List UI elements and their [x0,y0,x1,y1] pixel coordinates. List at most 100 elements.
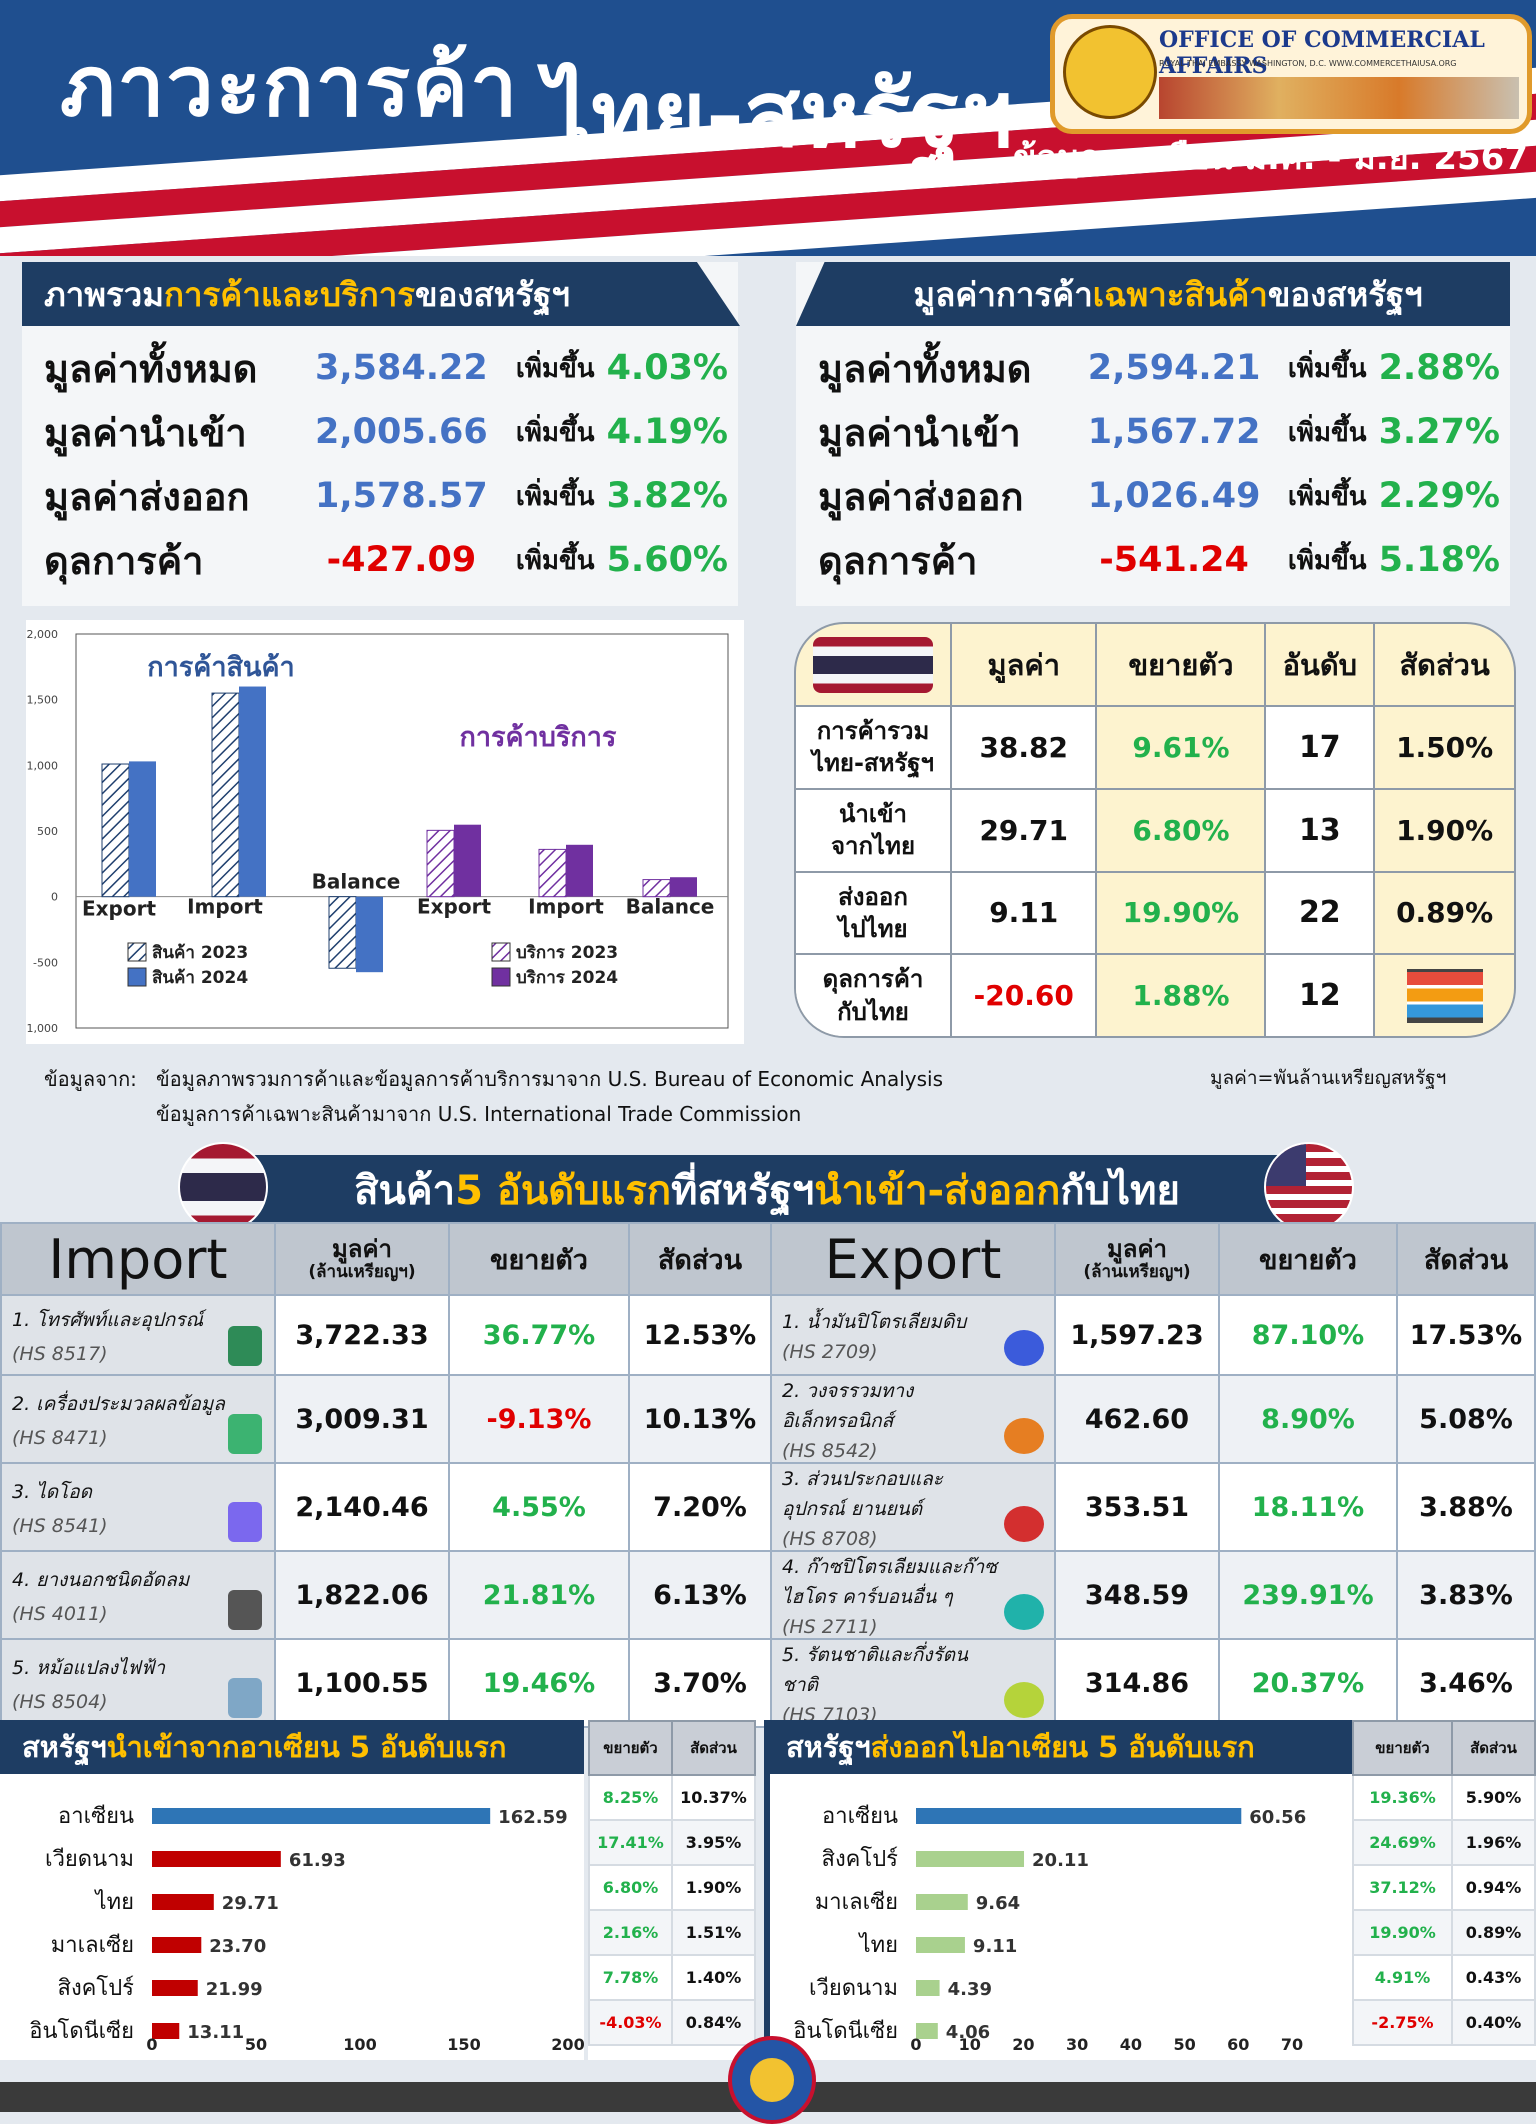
data-label: 61.93 [289,1850,346,1871]
table-header: อันดับ [1264,624,1376,707]
import-value: 3,722.33 [274,1294,450,1376]
rank-cell: 22 [1264,870,1376,956]
summary-percent: 2.29% [1378,476,1500,516]
top5-heading: สินค้า 5 อันดับแรก ที่สหรัฐฯ นำเข้า-ส่งอ… [244,1155,1290,1225]
summary-percent: 4.19% [606,412,729,452]
table-row: 4. ยางนอกชนิดอัดลม (HS 4011) 1,822.06 21.81… [0,1550,1536,1640]
gas-flask-icon [1004,1594,1044,1630]
col-value-header: มูลค่า (ล้านเหรียญฯ) [274,1222,450,1296]
growth-cell: -2.75% [1351,1999,1454,2046]
summary-percent: 2.88% [1378,348,1500,388]
table-row: -4.03% 0.84% [588,1999,756,2046]
export-share: 17.53% [1396,1294,1536,1376]
category-label: มาเลเซีย [815,1890,898,1915]
category-label: ไทย [858,1932,898,1958]
table-header: สัดส่วน [1373,624,1514,707]
source-line1: ข้อมูลภาพรวมการค้าและข้อมูลการค้าบริการม… [156,1067,944,1091]
export-growth: 8.90% [1218,1374,1398,1464]
usa-flag-icon [1264,1142,1354,1232]
summary-value: 2,005.66 [315,412,488,452]
circuit-board-icon [228,1414,262,1454]
table-row: 24.69% 1.96% [1351,1819,1536,1866]
share-cell: 0.40% [1451,1999,1536,2046]
x-tick-label: 0 [146,2035,157,2054]
data-label: 60.56 [1249,1807,1306,1828]
y-tick-label: 2,000 [27,628,59,641]
thailand-trade-table: มูลค่า ขยายตัว อันดับ สัดส่วน การค้ารวม ไทย-ส… [794,622,1516,1038]
growth-cell: 19.36% [1351,1774,1454,1821]
asean-export-panel: สหรัฐฯ ส่งออกไปอาเซียน 5 อันดับแรก อาเซี… [764,1720,1352,2060]
export-value: 462.60 [1054,1374,1220,1464]
asean-import-heading: สหรัฐฯ นำเข้าจากอาเซียน 5 อันดับแรก [0,1720,584,1774]
import-growth: 21.81% [448,1550,630,1640]
table-row: ส่งออก ไปไทย 9.11 19.90% 22 0.89% [796,870,1514,956]
growth-cell: 8.25% [588,1774,673,1821]
import-growth: 4.55% [448,1462,630,1552]
growth-cell: 7.78% [588,1954,673,2001]
share-cell: 5.90% [1451,1774,1536,1821]
table-row: 3. ไดโอด (HS 8541) 2,140.46 4.55% 7.20% 3. ส่… [0,1462,1536,1552]
category-label: Import [528,895,604,919]
trade-bar-chart: 2,000 1,500 1,000 500 0 -500 -1,000 Export Impor… [23,628,729,1035]
x-tick-label: 30 [1066,2035,1088,2054]
export-share: 3.83% [1396,1550,1536,1640]
x-tick-label: 20 [1012,2035,1034,2054]
bar [356,896,383,973]
export-heading: Export [770,1222,1056,1296]
table-row: 7.78% 1.40% [588,1954,756,2001]
y-tick-label: 500 [37,825,58,838]
table-header: ขยายตัว [1095,624,1267,707]
y-tick-label: 1,500 [27,694,59,707]
share-cell: 0.43% [1451,1954,1536,2001]
table-row: 8.25% 10.37% [588,1774,756,1821]
table-row: 6.80% 1.90% [588,1864,756,1911]
export-product: 5. รัตนชาติและกึ่งรัตนชาติ (HS 7103) [770,1638,1056,1728]
summary-row: ดุลการค้า -427.09 เพิ่มขึ้น 5.60% [44,532,728,588]
bar [129,761,156,897]
table-row: 2. เครื่องประมวลผลข้อมูล (HS 8471) 3,009.3… [0,1374,1536,1464]
summary-change-label: เพิ่มขึ้น [515,545,595,576]
source-label: ข้อมูลจาก: [44,1067,137,1091]
table-row: 19.36% 5.90% [1351,1774,1536,1821]
asean-export-chart: อาเซียน 60.56 สิงคโปร์ 20.11 มาเลเซีย 9.64 ไทย… [793,1804,1306,2054]
import-heading: Import [0,1222,276,1296]
export-share: 3.46% [1396,1638,1536,1728]
growth-cell: -4.03% [588,1999,673,2046]
legend-label: บริการ 2024 [516,968,618,988]
summary-percent: 5.60% [606,540,729,580]
summary-value: 1,026.49 [1087,476,1261,516]
share-cell: 1.50% [1373,705,1514,790]
import-value: 3,009.31 [274,1374,450,1464]
page-title-part1: ภาวะการค้า [60,36,520,135]
export-value: 1,597.23 [1054,1294,1220,1376]
share-cell: 0.89% [1373,870,1514,956]
legend-swatch [491,942,511,962]
asean-import-panel: สหรัฐฯ นำเข้าจากอาเซียน 5 อันดับแรก อาเซ… [0,1720,585,2060]
value-cell: 29.71 [949,787,1098,873]
col-growth-header: ขยายตัว [588,1720,673,1776]
summary-row: มูลค่านำเข้า 2,005.66 เพิ่มขึ้น 4.19% [44,404,728,460]
bar [916,2023,938,2039]
bar [538,848,567,898]
x-tick-label: 60 [1227,2035,1249,2054]
page-title-part2: ไทย-สหรัฐฯ [545,60,1013,168]
import-product: 2. เครื่องประมวลผลข้อมูล (HS 8471) [0,1374,276,1464]
tire-icon [228,1590,262,1630]
row-label: จากไทย [830,832,916,861]
col-share-header: สัดส่วน [1451,1720,1536,1776]
export-product: 4. ก๊าซปิโตรเลียมและก๊าซไฮโดร คาร์บอนอื่… [770,1550,1056,1640]
source-line2: ข้อมูลการค้าเฉพาะสินค้ามาจาก U.S. Intern… [156,1102,802,1126]
bar [239,686,266,897]
office-logo: OFFICE OF COMMERCIAL AFFAIRS ROYAL THAI … [1050,14,1532,134]
summary-row: มูลค่าทั้งหมด 3,584.22 เพิ่มขึ้น 4.03% [44,340,728,396]
growth-cell: 37.12% [1351,1864,1454,1911]
overview-heading: ภาพรวม การค้าและบริการ ของสหรัฐฯ [22,262,740,326]
truck-icon [1004,1506,1044,1542]
summary-value: 1,578.57 [315,476,488,516]
y-tick-label: -500 [33,956,58,969]
import-share: 12.53% [628,1294,772,1376]
table-row: ดุลการค้า กับไทย -20.60 1.88% 12 [796,953,1514,1036]
category-label: Balance [312,870,401,894]
phone-icon [228,1326,262,1366]
x-tick-label: 70 [1281,2035,1303,2054]
